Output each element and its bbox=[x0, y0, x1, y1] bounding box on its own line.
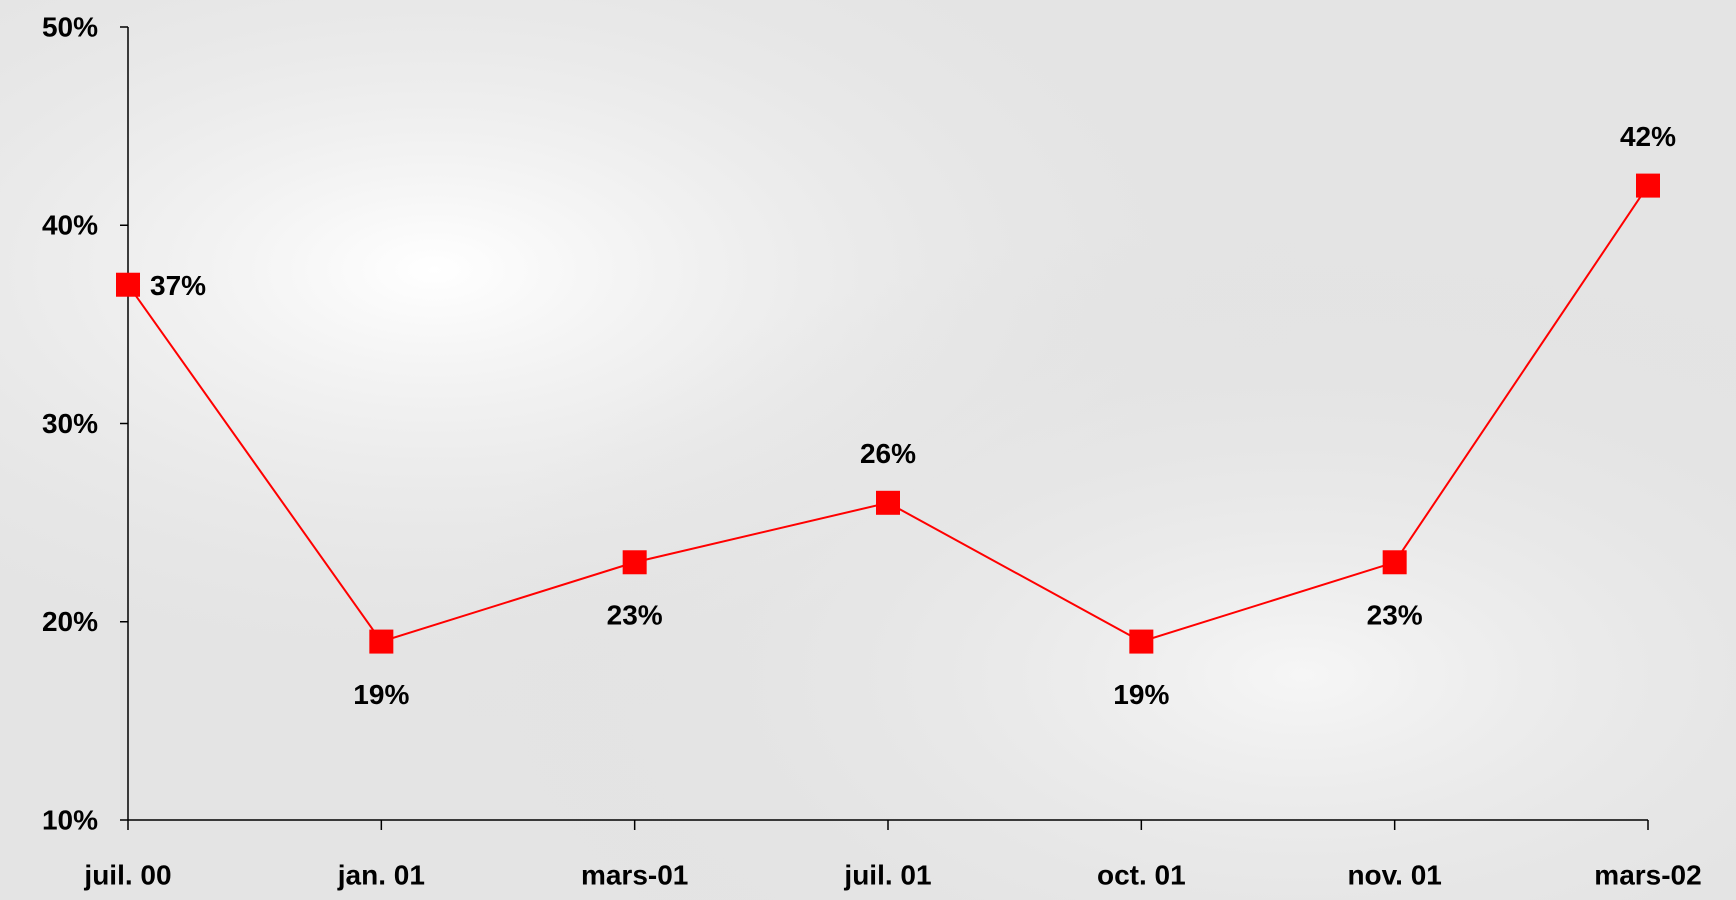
marker bbox=[116, 272, 140, 297]
data-label: 37% bbox=[150, 270, 206, 301]
marker bbox=[1636, 173, 1660, 198]
x-tick-label: mars-02 bbox=[1594, 859, 1701, 890]
data-label: 23% bbox=[1367, 600, 1423, 631]
y-tick-label: 20% bbox=[42, 606, 98, 637]
data-label: 23% bbox=[607, 600, 663, 631]
y-tick-label: 10% bbox=[42, 804, 98, 835]
y-tick-label: 50% bbox=[42, 11, 98, 42]
marker bbox=[622, 550, 647, 575]
plot-area: 10% 20% 30% 40% 50% juil. 00 jan. 01 mars-01 jui… bbox=[42, 11, 1702, 890]
data-label: 26% bbox=[860, 438, 916, 469]
marker bbox=[1382, 550, 1407, 575]
marker bbox=[369, 629, 394, 654]
x-tick-label: nov. 01 bbox=[1347, 859, 1441, 890]
marker bbox=[1129, 629, 1154, 654]
marker bbox=[876, 490, 900, 515]
x-tick-label: mars-01 bbox=[581, 859, 688, 890]
x-tick-label: oct. 01 bbox=[1097, 859, 1186, 890]
x-tick-label: juil. 01 bbox=[843, 859, 931, 890]
data-label: 42% bbox=[1620, 121, 1676, 152]
y-tick-label: 40% bbox=[42, 210, 98, 241]
data-label: 19% bbox=[353, 679, 409, 710]
x-tick-label: jan. 01 bbox=[337, 859, 425, 890]
x-tick-label: juil. 00 bbox=[83, 859, 171, 890]
y-tick-label: 30% bbox=[42, 408, 98, 439]
data-label: 19% bbox=[1113, 679, 1169, 710]
